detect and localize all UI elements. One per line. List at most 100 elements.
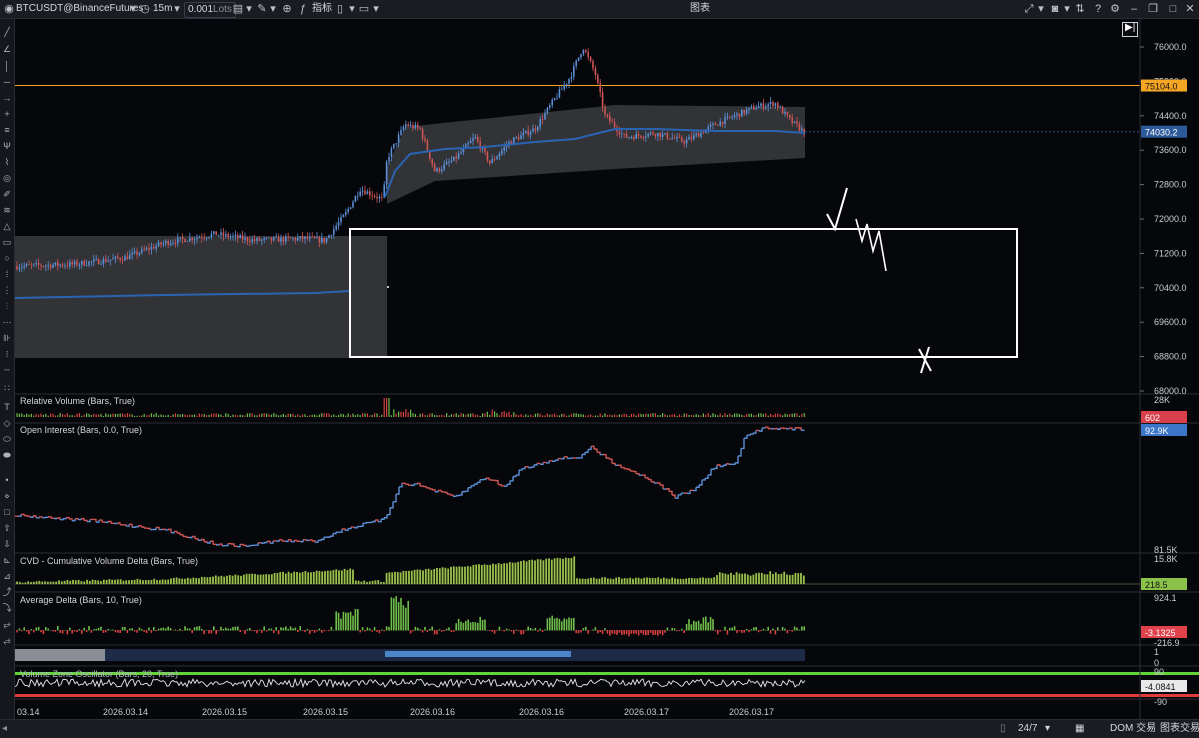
relvol-bar bbox=[424, 415, 425, 417]
horizontal-line-icon[interactable]: ─ bbox=[0, 75, 14, 89]
avgdelta-bar bbox=[321, 630, 323, 633]
angle-line-icon[interactable]: ∠ bbox=[0, 42, 14, 56]
dots-icon[interactable]: ⁝ bbox=[0, 347, 14, 361]
symbol-icon[interactable]: ◉ bbox=[2, 2, 16, 16]
fork-icon[interactable]: Ψ bbox=[0, 139, 14, 153]
fib-levels-icon[interactable]: ⁞ bbox=[0, 267, 14, 281]
fib-ext-icon[interactable]: ⋯ bbox=[0, 315, 14, 329]
rectangle-icon[interactable]: ▭ bbox=[0, 235, 14, 249]
balloon-icon[interactable]: ⬬ bbox=[0, 448, 14, 462]
long-position-icon[interactable]: ⤴ bbox=[0, 585, 14, 599]
trend-line-icon[interactable]: ╱ bbox=[0, 25, 14, 39]
zoom-icon[interactable]: ⊕ bbox=[280, 2, 294, 16]
chevron-down-icon[interactable]: ▾ bbox=[170, 2, 184, 16]
scroll-to-latest-button[interactable]: ▶| bbox=[1122, 22, 1138, 37]
relvol-bar bbox=[559, 415, 560, 417]
scroll-left-icon[interactable]: ◂ bbox=[2, 722, 7, 736]
clock-icon[interactable]: ◷ bbox=[138, 2, 152, 16]
minimize-icon[interactable]: – bbox=[1127, 2, 1141, 16]
dom-trade-button[interactable]: DOM 交易 bbox=[1110, 722, 1156, 736]
dots-line-icon[interactable]: ┄ bbox=[0, 363, 14, 377]
restore-icon[interactable]: ❐ bbox=[1146, 2, 1160, 16]
oi-step bbox=[168, 529, 171, 532]
chevron-down-icon[interactable]: ▾ bbox=[1060, 2, 1074, 16]
help-icon[interactable]: ? bbox=[1091, 2, 1105, 16]
close-icon[interactable]: ✕ bbox=[1183, 2, 1197, 16]
session-selector[interactable]: 24/7 bbox=[1018, 722, 1037, 736]
cvd-bar bbox=[739, 574, 741, 584]
chevron-down-icon[interactable]: ▾ bbox=[242, 2, 256, 16]
channel-icon[interactable]: ≡ bbox=[0, 123, 14, 137]
cvd-bar bbox=[604, 577, 606, 584]
oi-step bbox=[330, 533, 333, 536]
scroll-bar-handle[interactable]: ▯ bbox=[1000, 722, 1006, 736]
relvol-bar bbox=[763, 414, 764, 417]
tag-icon[interactable]: ◇ bbox=[0, 416, 14, 430]
arrow-down-icon[interactable]: ⇩ bbox=[0, 537, 14, 551]
chevron-down-icon[interactable]: ▾ bbox=[266, 2, 280, 16]
indicators-icon[interactable]: ƒ bbox=[296, 2, 310, 16]
zigzag-drawing[interactable] bbox=[856, 219, 886, 271]
checkmark-drawing[interactable] bbox=[827, 188, 847, 229]
square-icon[interactable]: □ bbox=[0, 505, 14, 519]
text-icon[interactable]: T bbox=[0, 400, 14, 414]
chevron-down-icon[interactable]: ▾ bbox=[1034, 2, 1048, 16]
fib-channel-icon[interactable]: ⊪ bbox=[0, 331, 14, 345]
fib-icon[interactable]: ≋ bbox=[0, 203, 14, 217]
relvol-bar bbox=[230, 416, 231, 417]
callout-icon[interactable]: ⬭ bbox=[0, 432, 14, 446]
gann-icon[interactable]: ◎ bbox=[0, 171, 14, 185]
cross-line-icon[interactable]: + bbox=[0, 107, 14, 121]
avgdelta-bar bbox=[484, 619, 486, 630]
cvd-bar bbox=[271, 574, 273, 584]
settings-icon[interactable]: ⚙ bbox=[1108, 2, 1122, 16]
short-position-icon[interactable]: ⤵ bbox=[0, 601, 14, 615]
candle-body bbox=[273, 237, 275, 240]
avgdelta-bar bbox=[283, 628, 285, 631]
relvol-bar bbox=[758, 413, 759, 417]
indicators-button[interactable]: 指标 bbox=[312, 2, 332, 16]
oi-step bbox=[561, 457, 564, 459]
cvd-bar bbox=[383, 582, 385, 584]
lots-field[interactable]: 0.001Lots bbox=[184, 2, 236, 18]
projection-icon[interactable]: ⥄ bbox=[0, 633, 14, 647]
rectangle-drawing[interactable] bbox=[350, 229, 1017, 357]
grid-dots-icon[interactable]: ∷ bbox=[0, 381, 14, 395]
chevron-down-icon[interactable]: ▾ bbox=[1045, 722, 1050, 736]
cvd-bar bbox=[274, 573, 276, 584]
symbol-selector[interactable]: BTCUSDT@BinanceFutures bbox=[16, 2, 143, 16]
measure-range-icon[interactable]: ⊿ bbox=[0, 569, 14, 583]
dot-icon[interactable]: • bbox=[0, 473, 14, 487]
relvol-bar bbox=[48, 416, 49, 417]
circle-icon[interactable]: ○ bbox=[0, 251, 14, 265]
vertical-line-icon[interactable]: │ bbox=[0, 59, 14, 73]
maximize-icon[interactable]: □ bbox=[1166, 2, 1180, 16]
dot-drawing[interactable] bbox=[387, 286, 389, 288]
ray-icon[interactable]: → bbox=[0, 91, 14, 105]
sync-icon[interactable]: ⇅ bbox=[1073, 2, 1087, 16]
arrow-up-icon[interactable]: ⇧ bbox=[0, 521, 14, 535]
chart-trade-button[interactable]: 图表交易 bbox=[1160, 722, 1199, 736]
chevron-down-icon[interactable]: ▾ bbox=[369, 2, 383, 16]
user-drawings[interactable] bbox=[350, 188, 1017, 373]
avgdelta-bar bbox=[645, 630, 647, 635]
calendar-icon[interactable]: ▦ bbox=[1075, 722, 1084, 736]
small-diamond-icon[interactable]: ⋄ bbox=[0, 489, 14, 503]
triangle-icon[interactable]: △ bbox=[0, 219, 14, 233]
fib-time-icon[interactable]: ⫶ bbox=[0, 299, 14, 313]
measure-icon[interactable]: ⊾ bbox=[0, 553, 14, 567]
price-panel[interactable] bbox=[15, 48, 1140, 358]
avgdelta-bar bbox=[100, 627, 102, 631]
relvol-bar bbox=[775, 414, 776, 417]
oi-step bbox=[84, 521, 87, 522]
forecast-icon[interactable]: ⥂ bbox=[0, 617, 14, 631]
cross-drawing-b[interactable] bbox=[921, 347, 929, 373]
brush-icon[interactable]: ✐ bbox=[0, 187, 14, 201]
zigzag-icon[interactable]: ⌇ bbox=[0, 155, 14, 169]
avgdelta-bar bbox=[563, 618, 565, 630]
fib-fan-icon[interactable]: ⋮ bbox=[0, 283, 14, 297]
price-axis[interactable]: 76000.075200.074400.073600.072800.072000… bbox=[1140, 19, 1187, 719]
oi-title: Open Interest (Bars, 0.0, True) bbox=[20, 425, 142, 435]
